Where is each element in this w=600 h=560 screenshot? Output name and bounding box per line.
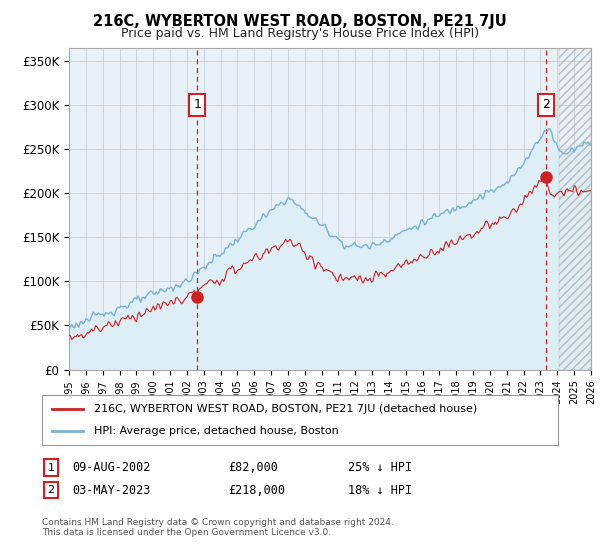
Text: 216C, WYBERTON WEST ROAD, BOSTON, PE21 7JU (detached house): 216C, WYBERTON WEST ROAD, BOSTON, PE21 7… [94, 404, 477, 414]
Text: 2: 2 [542, 99, 550, 111]
Text: 25% ↓ HPI: 25% ↓ HPI [348, 461, 412, 474]
Text: HPI: Average price, detached house, Boston: HPI: Average price, detached house, Bost… [94, 426, 338, 436]
Text: 1: 1 [193, 99, 201, 111]
Text: £218,000: £218,000 [228, 483, 285, 497]
Text: 1: 1 [47, 463, 55, 473]
Text: 09-AUG-2002: 09-AUG-2002 [72, 461, 151, 474]
Text: Price paid vs. HM Land Registry's House Price Index (HPI): Price paid vs. HM Land Registry's House … [121, 27, 479, 40]
Text: £82,000: £82,000 [228, 461, 278, 474]
Text: Contains HM Land Registry data © Crown copyright and database right 2024.
This d: Contains HM Land Registry data © Crown c… [42, 518, 394, 538]
Text: 18% ↓ HPI: 18% ↓ HPI [348, 483, 412, 497]
Text: 216C, WYBERTON WEST ROAD, BOSTON, PE21 7JU: 216C, WYBERTON WEST ROAD, BOSTON, PE21 7… [93, 14, 507, 29]
Text: 2: 2 [47, 485, 55, 495]
Text: 03-MAY-2023: 03-MAY-2023 [72, 483, 151, 497]
